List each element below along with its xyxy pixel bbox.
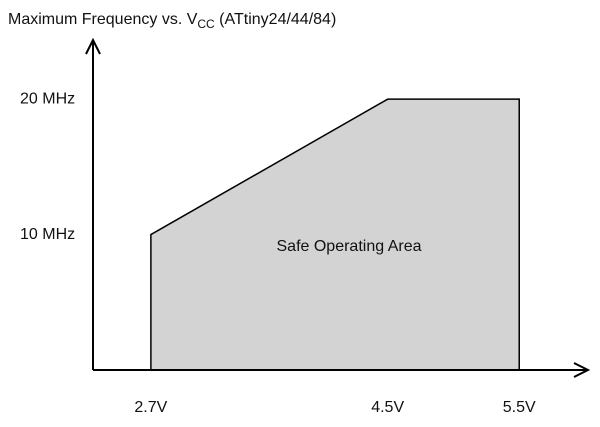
chart-title: Maximum Frequency vs. VCC (ATtiny24/44/8… <box>8 11 336 31</box>
x-tick-label: 2.7V <box>134 399 167 416</box>
title-subscript: CC <box>197 17 215 31</box>
y-axis-arrow <box>85 37 101 55</box>
area <box>150 98 520 371</box>
y-tick-label: 10 MHz <box>20 226 75 243</box>
title-text: Maximum Frequency vs. V <box>8 11 198 28</box>
annotation: Safe Operating Area <box>277 238 422 255</box>
x-axis-arrow <box>573 362 591 378</box>
x-tick-label: 4.5V <box>371 399 404 416</box>
x-tick-label: 5.5V <box>503 399 536 416</box>
plot-area <box>150 98 520 371</box>
title-suffix: (ATtiny24/44/84) <box>215 11 337 28</box>
y-tick-label: 20 MHz <box>20 90 75 107</box>
